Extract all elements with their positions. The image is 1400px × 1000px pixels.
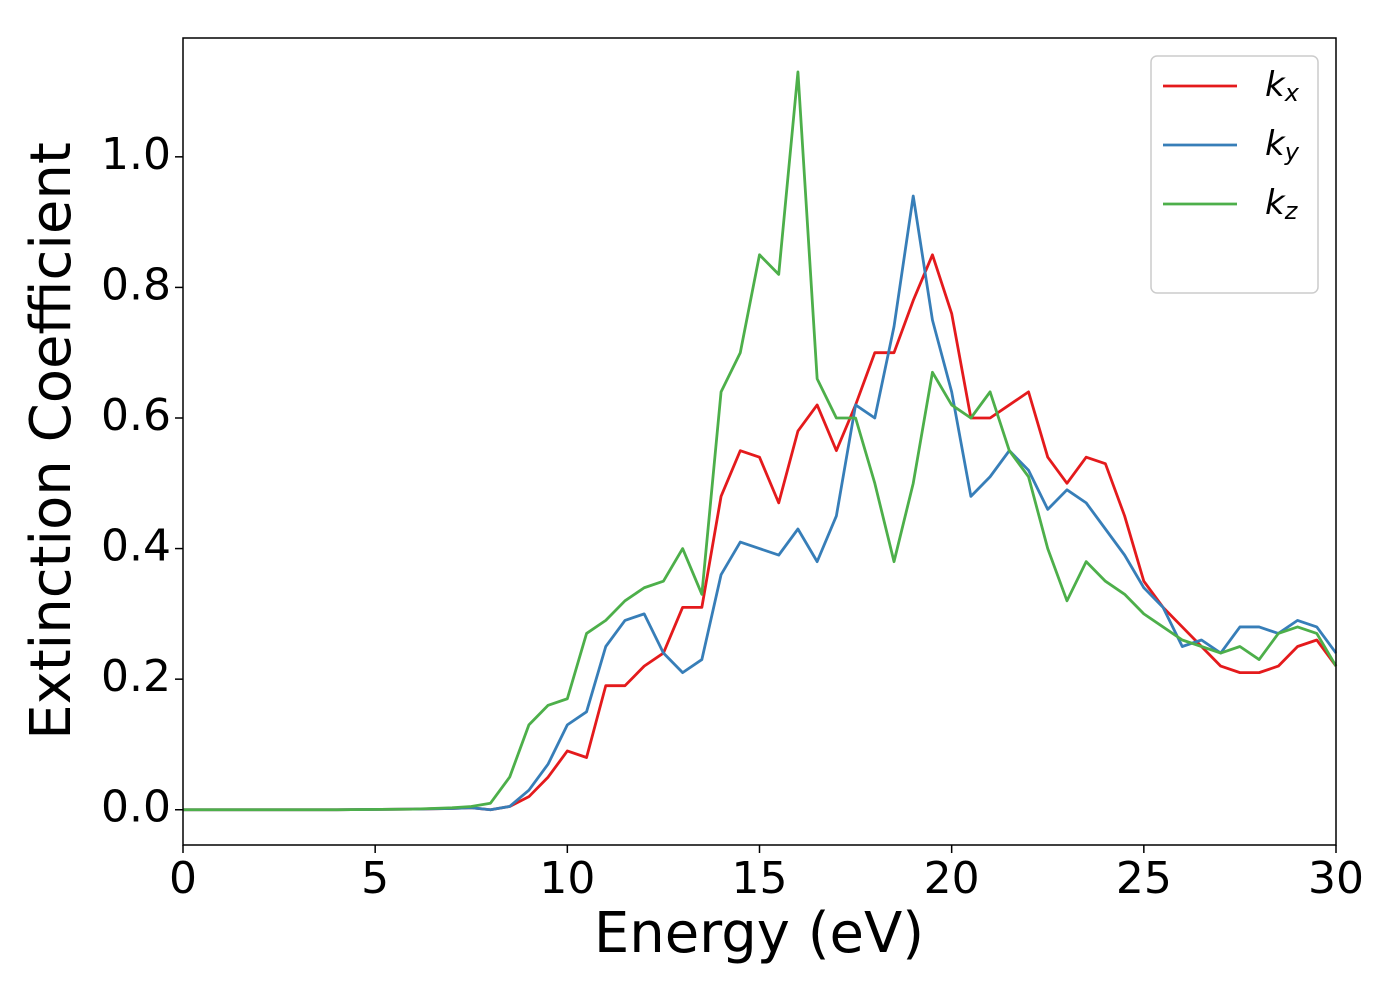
legend-box	[1150, 55, 1319, 294]
plot-frame	[182, 37, 1337, 846]
y-tick-label: 0.0	[101, 782, 171, 833]
y-tick-label: 1.0	[101, 129, 171, 180]
y-axis-label: Extinction Coefficient	[19, 142, 84, 740]
x-tick-label: 25	[1116, 853, 1172, 904]
legend-label: kz	[1265, 183, 1299, 226]
y-tick-label: 0.4	[101, 521, 171, 572]
y-tick-label: 0.8	[101, 259, 171, 310]
x-tick-label: 10	[539, 853, 595, 904]
y-tick-label: 0.6	[101, 390, 171, 441]
y-tick-label: 0.2	[101, 651, 171, 702]
legend-label: ky	[1265, 124, 1300, 167]
data-line	[183, 70, 1338, 812]
x-tick-label: 30	[1308, 853, 1364, 904]
x-tick-label: 5	[361, 853, 389, 904]
data-line	[183, 253, 1338, 812]
legend-label: kx	[1265, 65, 1300, 108]
x-tick-label: 15	[732, 853, 788, 904]
x-tick-label: 0	[169, 853, 197, 904]
x-tick-label: 20	[924, 853, 980, 904]
x-axis-label: Energy (eV)	[594, 901, 924, 966]
data-line	[183, 194, 1338, 812]
